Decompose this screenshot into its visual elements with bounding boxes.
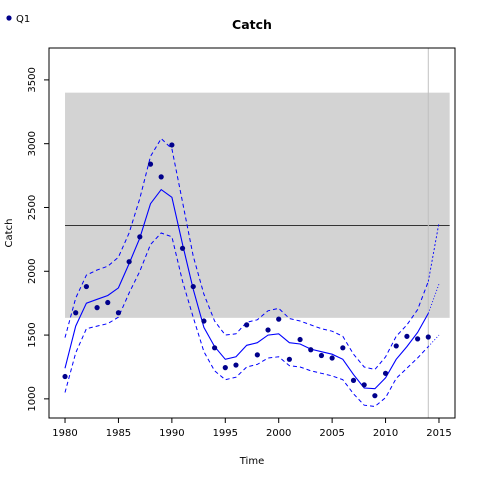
forecast-upper-line — [427, 222, 440, 282]
data-point — [179, 245, 186, 251]
data-point — [212, 345, 218, 351]
data-point — [201, 318, 207, 324]
x-tick-label: 2000 — [266, 428, 291, 439]
data-point — [105, 299, 111, 306]
y-tick-label: 3000 — [27, 131, 38, 156]
forecast-mid-line — [427, 283, 440, 314]
data-point — [318, 352, 325, 359]
y-tick-label: 1500 — [27, 322, 38, 347]
data-point — [404, 333, 410, 339]
data-point — [83, 283, 89, 290]
chart-title: Catch — [232, 17, 272, 32]
data-point — [190, 283, 196, 290]
data-point — [286, 356, 292, 362]
legend: Q1 — [6, 14, 30, 25]
x-tick-label: 1995 — [213, 428, 238, 439]
data-point — [115, 310, 122, 316]
y-axis-label: Catch — [4, 219, 15, 248]
data-point — [382, 370, 389, 376]
data-point — [222, 365, 228, 371]
x-tick-label: 2010 — [373, 428, 398, 439]
x-tick-label: 2015 — [426, 428, 451, 439]
data-point — [233, 362, 239, 368]
data-point — [244, 322, 250, 328]
data-point — [265, 327, 271, 333]
data-point — [425, 334, 431, 340]
x-tick-label: 1985 — [106, 428, 131, 439]
x-tick-label: 1990 — [159, 428, 184, 439]
y-tick-label: 2000 — [27, 259, 38, 284]
x-tick-label: 1980 — [52, 428, 77, 439]
data-point — [276, 316, 282, 322]
data-point — [372, 393, 378, 399]
data-point — [73, 310, 79, 316]
data-point — [361, 382, 367, 388]
data-point — [147, 161, 154, 167]
data-point — [308, 347, 314, 353]
y-tick-label: 1000 — [27, 386, 38, 411]
data-point — [137, 234, 143, 240]
data-point — [350, 377, 357, 383]
upper-bound-line — [64, 137, 429, 371]
y-tick-label: 3500 — [27, 67, 38, 92]
data-point — [393, 343, 399, 349]
data-point — [126, 259, 132, 265]
data-point — [297, 336, 303, 343]
x-axis-label: Time — [239, 456, 264, 467]
legend-label: Q1 — [16, 14, 30, 25]
fit-line — [64, 188, 429, 390]
data-point — [169, 142, 175, 148]
reference-band — [65, 92, 450, 318]
x-tick-label: 2005 — [319, 428, 344, 439]
data-point — [94, 305, 100, 311]
data-point — [329, 355, 335, 361]
data-point — [340, 345, 346, 351]
lower-bound-line — [64, 232, 429, 408]
legend-marker — [6, 15, 12, 21]
data-point — [415, 336, 421, 342]
data-point — [254, 352, 260, 358]
y-tick-label: 2500 — [27, 195, 38, 220]
data-point — [158, 174, 164, 180]
data-point — [62, 373, 68, 380]
plot-frame — [48, 47, 456, 419]
